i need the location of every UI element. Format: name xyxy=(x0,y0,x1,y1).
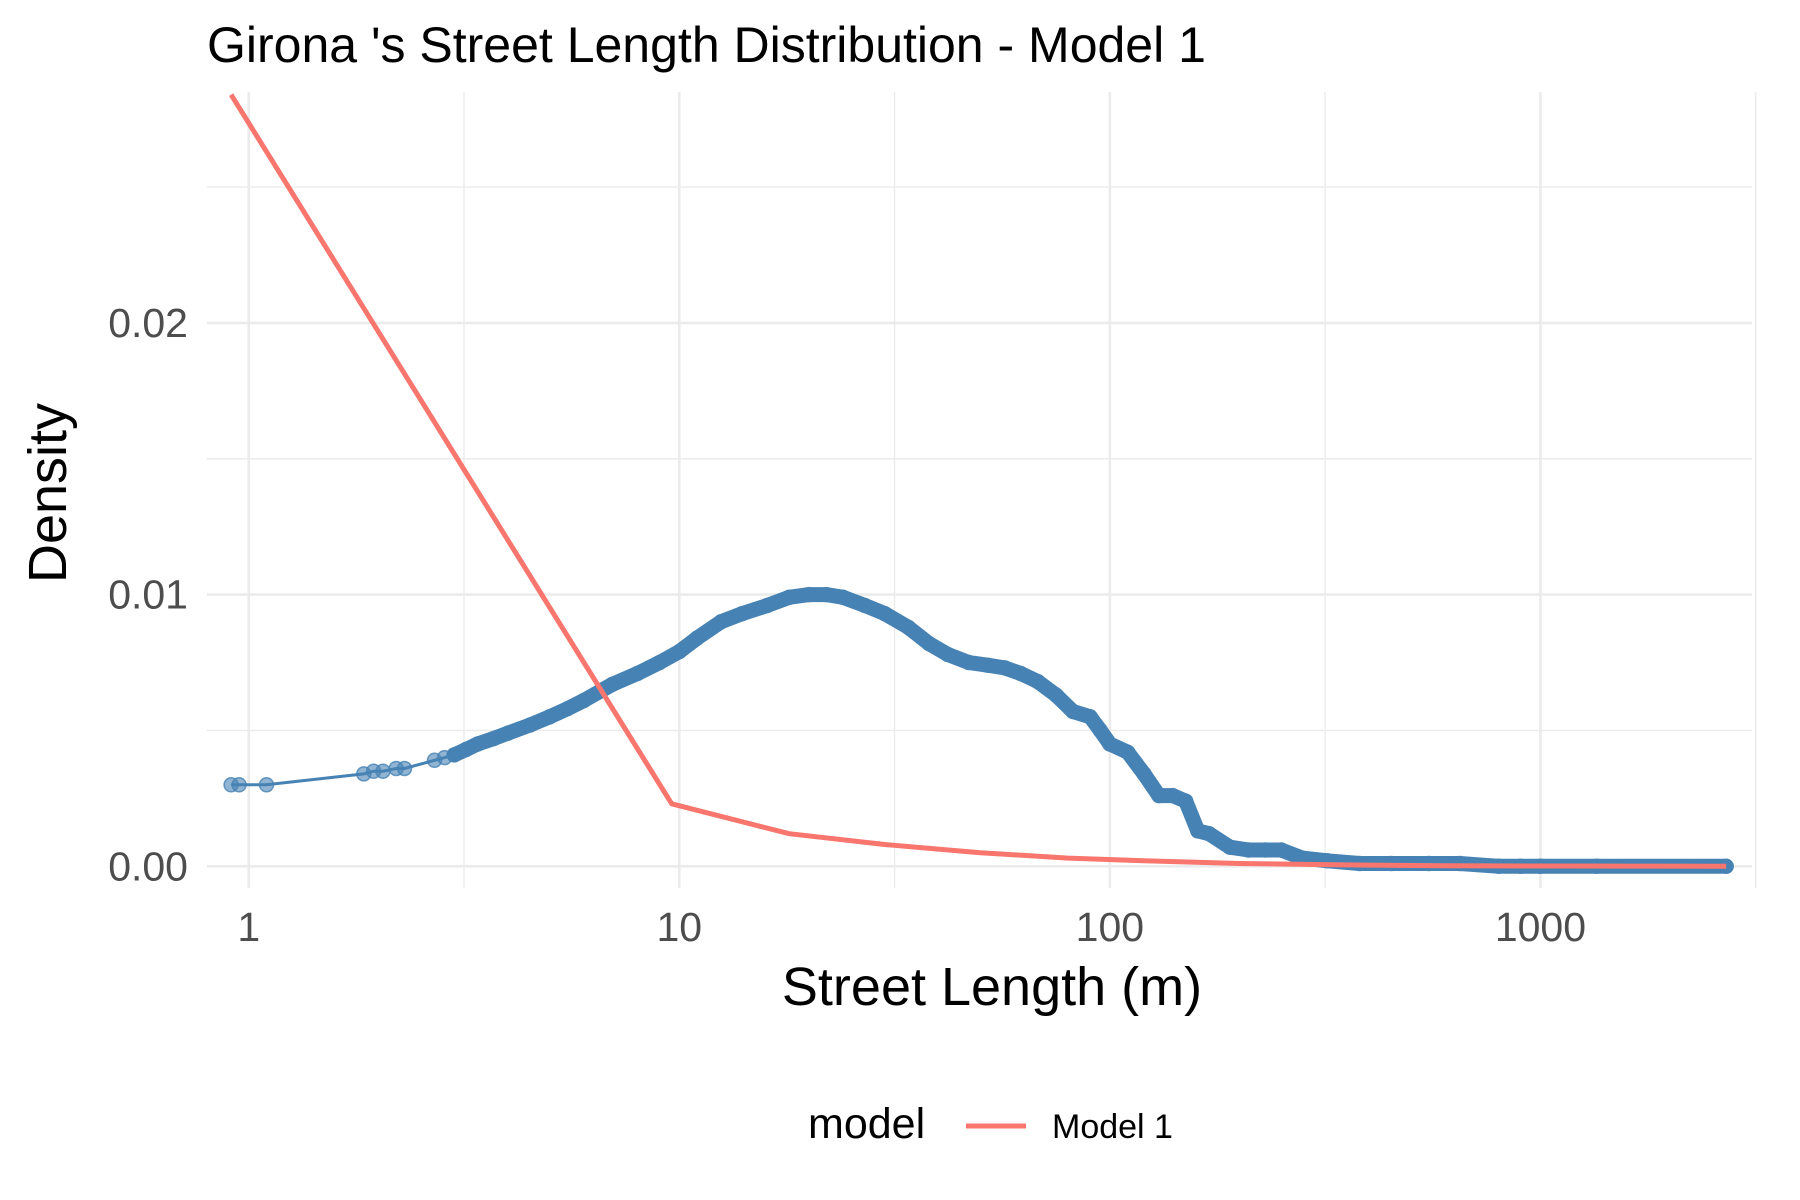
empirical-point xyxy=(522,717,538,733)
model-series xyxy=(228,93,1727,869)
empirical-point xyxy=(1048,687,1064,703)
empirical-point xyxy=(1165,787,1181,804)
empirical-point xyxy=(629,665,646,682)
empirical-point xyxy=(876,605,893,622)
empirical-point xyxy=(1092,722,1109,739)
empirical-point xyxy=(900,619,916,635)
legend: model Model 1 xyxy=(808,1100,1173,1148)
empirical-point xyxy=(541,709,558,725)
y-axis-ticks: 0.00 0.01 0.02 xyxy=(108,300,188,889)
empirical-point xyxy=(1201,825,1217,842)
empirical-point xyxy=(1012,665,1029,682)
x-tick-label: 100 xyxy=(1076,904,1144,950)
empirical-point xyxy=(781,589,797,606)
empirical-point xyxy=(921,635,937,652)
grid xyxy=(207,92,1757,888)
empirical-point xyxy=(231,777,247,793)
empirical-point xyxy=(1222,839,1238,855)
chart-title: Girona 's Street Length Distribution - M… xyxy=(207,17,1206,73)
empirical-point xyxy=(960,654,977,671)
y-tick-label: 0.02 xyxy=(108,300,188,346)
empirical-point xyxy=(857,597,873,614)
empirical-point xyxy=(801,586,817,603)
y-axis-label: Density xyxy=(18,403,78,583)
empirical-line-thick xyxy=(446,587,1734,874)
x-axis-ticks: 1 10 100 1000 xyxy=(237,904,1586,950)
empirical-point xyxy=(396,760,413,777)
empirical-point xyxy=(689,630,705,646)
empirical-point xyxy=(1119,744,1136,760)
empirical-point xyxy=(1082,709,1098,725)
model-1-line xyxy=(228,93,1727,869)
empirical-point xyxy=(651,654,668,671)
empirical-point xyxy=(576,692,592,709)
empirical-point xyxy=(939,646,956,663)
y-tick-label: 0.01 xyxy=(108,572,188,618)
empirical-point xyxy=(559,700,576,717)
empirical-point xyxy=(1273,842,1289,858)
x-axis-label: Street Length (m) xyxy=(782,957,1202,1017)
empirical-point xyxy=(759,597,775,614)
empirical-point xyxy=(1257,842,1274,858)
legend-title: model xyxy=(808,1100,925,1148)
empirical-point xyxy=(485,730,502,747)
empirical-point xyxy=(469,736,486,752)
empirical-point xyxy=(604,676,621,692)
chart-title-text: Girona 's Street Length Distribution - M… xyxy=(207,17,1206,73)
empirical-point xyxy=(1102,736,1118,752)
empirical-point xyxy=(1177,793,1194,809)
empirical-point xyxy=(818,586,835,603)
x-tick-label: 10 xyxy=(656,904,702,950)
legend-label-model-1: Model 1 xyxy=(1052,1108,1173,1146)
empirical-point xyxy=(835,589,851,606)
empirical-point xyxy=(1151,787,1167,804)
empirical-point xyxy=(1240,842,1257,858)
empirical-point xyxy=(671,643,688,660)
y-tick-label: 0.00 xyxy=(108,843,188,889)
empirical-point xyxy=(258,777,275,793)
empirical-point xyxy=(979,657,996,673)
empirical-point xyxy=(1065,703,1081,720)
empirical-point xyxy=(500,725,516,741)
empirical-point xyxy=(734,605,750,622)
empirical-point xyxy=(997,660,1013,676)
x-tick-label: 1 xyxy=(237,904,260,950)
empirical-point xyxy=(1029,673,1046,690)
empirical-point xyxy=(713,614,729,630)
empirical-point xyxy=(1136,766,1152,782)
x-tick-label: 1000 xyxy=(1495,904,1586,950)
empirical-point xyxy=(375,763,391,779)
